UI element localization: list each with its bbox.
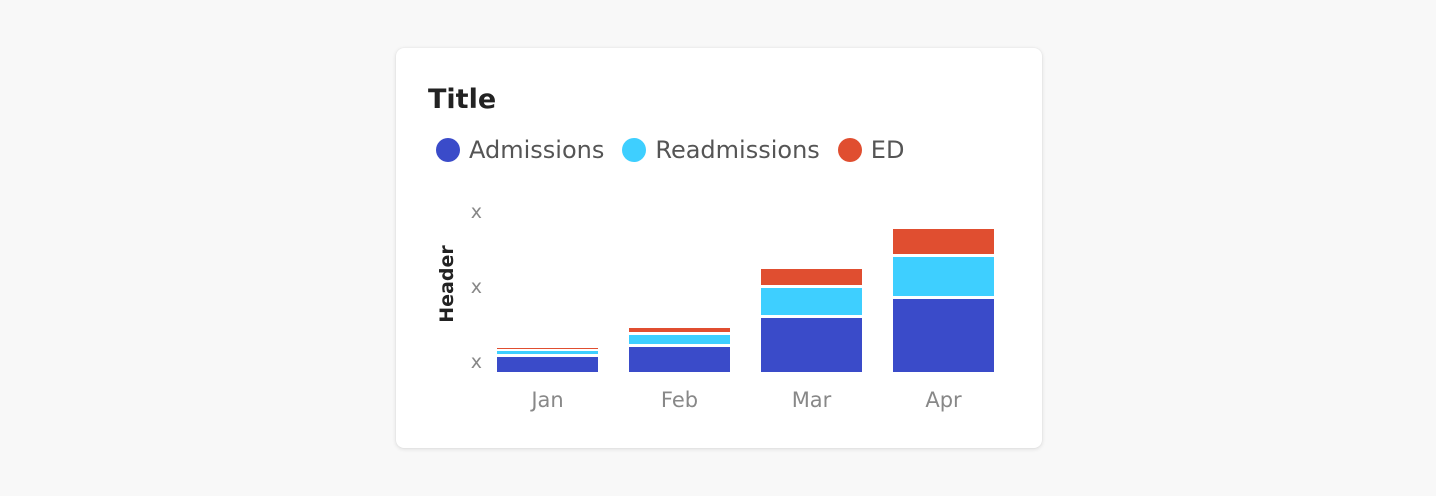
legend-swatch-ed [837, 138, 862, 162]
x-tick-label-feb: Feb [661, 388, 698, 412]
bar-segment-ed-feb[interactable] [629, 328, 730, 332]
bar-segment-admissions-mar[interactable] [761, 318, 862, 372]
x-tick-label-mar: Mar [792, 388, 832, 412]
y-tick-label: x [471, 276, 482, 298]
bar-segment-readmissions-apr[interactable] [893, 257, 994, 296]
chart-card: Title Admissions Readmissions ED x x x Head… [396, 48, 1042, 448]
bar-segment-admissions-apr[interactable] [893, 299, 994, 372]
bar-segment-readmissions-feb[interactable] [629, 335, 730, 344]
x-tick-label-jan: Jan [529, 388, 563, 412]
legend-item-ed[interactable]: ED [837, 136, 905, 164]
legend-swatch-readmissions [622, 138, 647, 162]
bar-segment-ed-apr[interactable] [893, 229, 994, 254]
bar-segment-readmissions-mar[interactable] [761, 288, 862, 315]
legend-label-admissions: Admissions [469, 136, 605, 164]
stacked-bar-chart: x x x Header Jan Feb Mar Apr [436, 201, 994, 412]
bar-segment-ed-jan[interactable] [497, 348, 598, 349]
bar-segment-ed-mar[interactable] [761, 269, 862, 285]
chart-title: Title [428, 84, 497, 115]
chart-legend: Admissions Readmissions ED [436, 136, 904, 164]
y-axis-label: Header [436, 245, 458, 323]
bar-segment-admissions-feb[interactable] [629, 347, 730, 372]
legend-swatch-admissions [436, 138, 460, 162]
x-tick-label-apr: Apr [925, 388, 962, 412]
y-tick-label: x [471, 201, 482, 223]
legend-item-readmissions[interactable]: Readmissions [622, 136, 820, 164]
bar-segment-readmissions-jan[interactable] [497, 351, 598, 354]
legend-label-ed: ED [870, 136, 905, 164]
y-tick-label: x [471, 351, 482, 373]
legend-label-readmissions: Readmissions [655, 136, 820, 164]
bar-segment-admissions-jan[interactable] [497, 357, 598, 372]
legend-item-admissions[interactable]: Admissions [436, 136, 604, 164]
